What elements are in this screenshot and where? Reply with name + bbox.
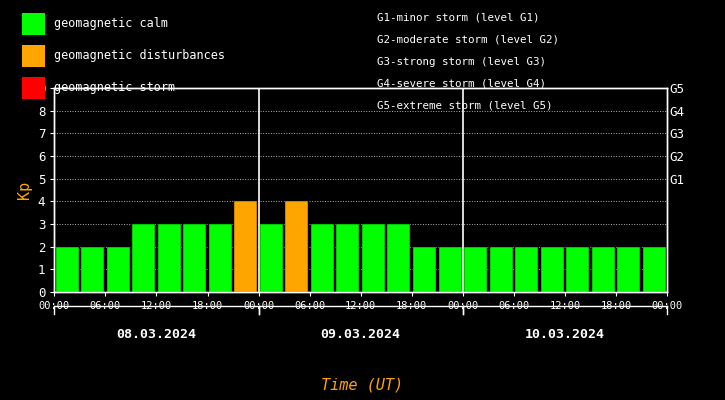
Bar <box>286 201 308 292</box>
Bar <box>158 224 181 292</box>
Bar <box>260 224 283 292</box>
Y-axis label: Kp: Kp <box>17 181 33 199</box>
Text: 09.03.2024: 09.03.2024 <box>320 328 401 341</box>
Text: 10.03.2024: 10.03.2024 <box>525 328 605 341</box>
Text: Time (UT): Time (UT) <box>321 377 404 392</box>
Text: geomagnetic disturbances: geomagnetic disturbances <box>54 50 225 62</box>
Text: geomagnetic calm: geomagnetic calm <box>54 18 167 30</box>
Bar <box>541 247 563 292</box>
Text: geomagnetic storm: geomagnetic storm <box>54 82 175 94</box>
Bar <box>515 247 538 292</box>
Bar <box>464 247 487 292</box>
Text: G5-extreme storm (level G5): G5-extreme storm (level G5) <box>377 101 552 111</box>
Bar <box>56 247 78 292</box>
Bar <box>183 224 206 292</box>
Text: G1-minor storm (level G1): G1-minor storm (level G1) <box>377 13 539 23</box>
Text: 08.03.2024: 08.03.2024 <box>117 328 196 341</box>
Bar <box>592 247 615 292</box>
Bar <box>234 201 257 292</box>
Text: G4-severe storm (level G4): G4-severe storm (level G4) <box>377 79 546 89</box>
Bar <box>362 224 385 292</box>
Bar <box>311 224 334 292</box>
Bar <box>439 247 462 292</box>
Bar <box>643 247 666 292</box>
Bar <box>413 247 436 292</box>
Bar <box>387 224 410 292</box>
Bar <box>617 247 640 292</box>
Bar <box>132 224 155 292</box>
Text: G2-moderate storm (level G2): G2-moderate storm (level G2) <box>377 35 559 45</box>
Bar <box>107 247 130 292</box>
Text: G3-strong storm (level G3): G3-strong storm (level G3) <box>377 57 546 67</box>
Bar <box>566 247 589 292</box>
Bar <box>336 224 360 292</box>
Bar <box>81 247 104 292</box>
Bar <box>489 247 513 292</box>
Bar <box>209 224 232 292</box>
